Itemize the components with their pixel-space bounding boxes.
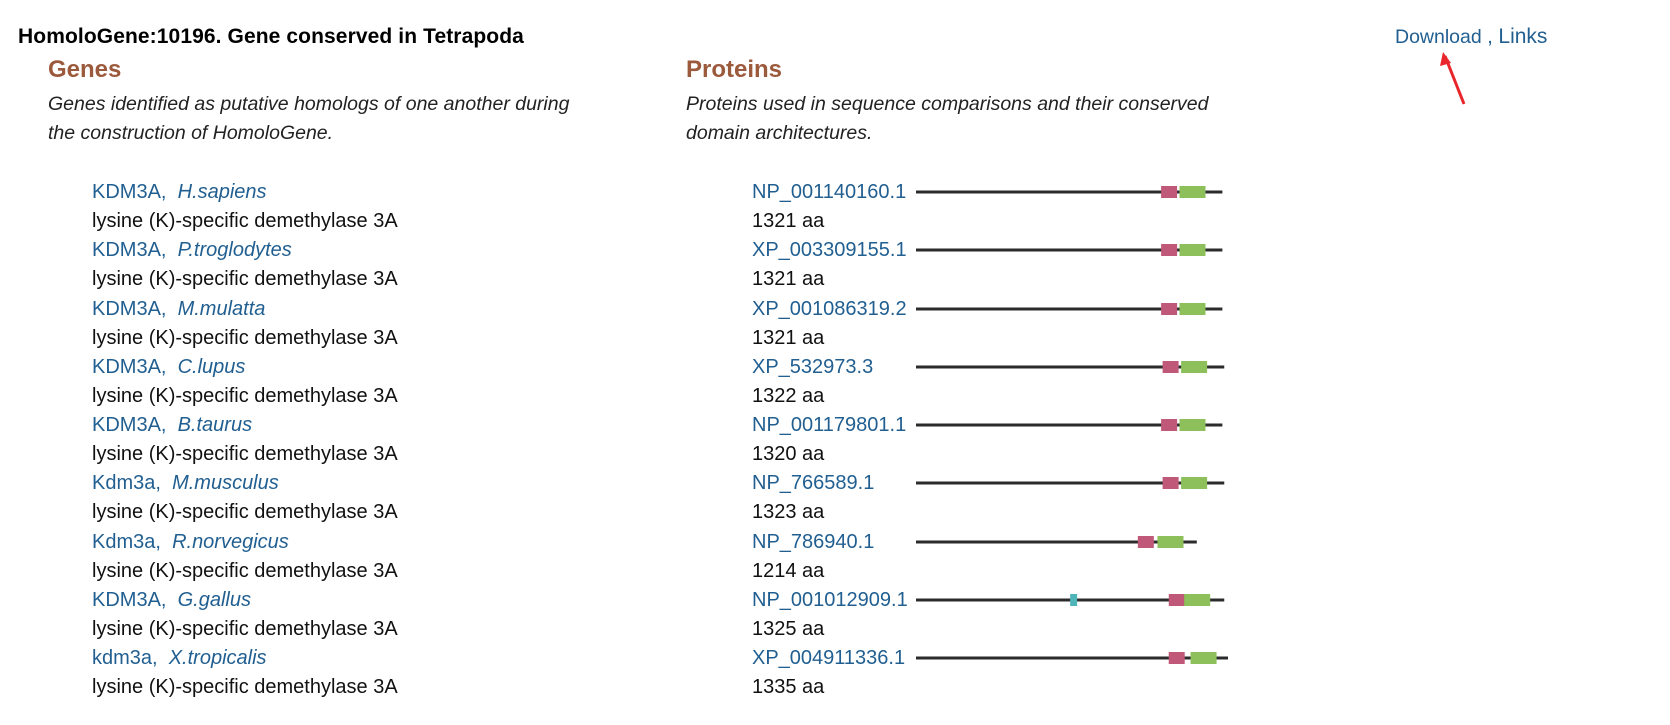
download-link[interactable]: Download [1395,26,1482,48]
protein-entry: XP_004911336.1 1335 aa [752,644,1228,702]
gene-description: lysine (K)-specific demethylase 3A [92,326,398,349]
gene-link[interactable]: kdm3a, X.tropicalis [92,647,267,670]
protein-entry: NP_766589.1 1323 aa [752,469,1225,527]
gene-list: KDM3A, H.sapiens lysine (K)-specific dem… [92,178,398,703]
domain-architecture[interactable] [916,301,1236,317]
protein-length: 1214 aa [752,559,825,582]
protein-list: NP_001140160.1 1321 aa XP_003309155.1 13… [752,178,1228,703]
domain-c [1179,244,1206,257]
link-separator: , [1481,26,1499,48]
gene-entry: Kdm3a, R.norvegicus lysine (K)-specific … [92,528,398,586]
gene-link[interactable]: KDM3A, M.mulatta [92,297,266,320]
domain-c [1179,302,1206,315]
gene-description: lysine (K)-specific demethylase 3A [92,501,398,524]
protein-length: 1323 aa [752,501,825,524]
domain-architecture[interactable] [916,242,1236,258]
domain-architecture[interactable] [916,592,1236,608]
domain-architecture[interactable] [916,475,1236,491]
gene-link[interactable]: KDM3A, P.troglodytes [92,239,292,262]
domain-c [1181,477,1208,490]
gene-description: lysine (K)-specific demethylase 3A [92,268,398,291]
protein-entry: NP_786940.1 1214 aa [752,528,1197,586]
protein-length: 1322 aa [752,384,825,407]
domain-c [1179,186,1206,198]
protein-accession-link[interactable]: XP_532973.3 [752,355,874,378]
domain-b [1162,477,1179,490]
protein-accession-link[interactable]: NP_001179801.1 [752,414,907,437]
gene-entry: KDM3A, P.troglodytes lysine (K)-specific… [92,236,398,294]
domain-architecture[interactable] [916,184,1236,200]
proteins-heading: Proteins [686,56,783,83]
domain-b [1168,652,1185,665]
domain-b [1162,360,1179,373]
protein-length: 1321 aa [752,268,825,291]
domain-b [1161,419,1178,432]
protein-accession-link[interactable]: NP_786940.1 [752,530,875,553]
domain-b [1168,594,1185,607]
protein-entry: NP_001012909.1 1325 aa [752,586,1225,644]
gene-description: lysine (K)-specific demethylase 3A [92,384,398,407]
domain-b [1161,244,1178,257]
protein-accession-link[interactable]: XP_004911336.1 [752,647,906,670]
gene-description: lysine (K)-specific demethylase 3A [92,443,398,466]
domain-b [1161,302,1178,315]
domain-b [1161,186,1178,198]
domain-c [1184,594,1211,607]
gene-entry: Kdm3a, M.musculus lysine (K)-specific de… [92,469,398,527]
gene-entry: KDM3A, H.sapiens lysine (K)-specific dem… [92,178,398,236]
domain-architecture[interactable] [916,650,1236,666]
domain-c [1190,652,1217,665]
gene-link[interactable]: Kdm3a, R.norvegicus [92,530,289,553]
protein-length: 1325 aa [752,618,825,641]
domain-architecture[interactable] [916,534,1236,550]
gene-link[interactable]: KDM3A, C.lupus [92,355,246,378]
protein-entry: XP_001086319.2 1321 aa [752,295,1223,353]
gene-entry: KDM3A, C.lupus lysine (K)-specific demet… [92,353,398,411]
protein-length: 1321 aa [752,210,825,232]
gene-entry: KDM3A, B.taurus lysine (K)-specific deme… [92,411,398,469]
domain-b [1137,535,1154,548]
protein-length: 1321 aa [752,326,825,349]
protein-length: 1320 aa [752,443,825,466]
protein-entry: XP_003309155.1 1321 aa [752,236,1223,294]
protein-entry: NP_001140160.1 1321 aa [752,178,1223,236]
protein-entry: XP_532973.3 1322 aa [752,353,1225,411]
red-arrow-annotation [1440,52,1466,105]
gene-link[interactable]: KDM3A, G.gallus [92,589,251,612]
gene-link[interactable]: Kdm3a, M.musculus [92,472,279,495]
protein-accession-link[interactable]: XP_003309155.1 [752,239,907,262]
gene-description: lysine (K)-specific demethylase 3A [92,559,398,582]
proteins-description: Proteins used in sequence comparisons an… [686,93,1209,144]
domain-c [1179,419,1206,432]
gene-description: lysine (K)-specific demethylase 3A [92,210,398,232]
gene-entry: KDM3A, G.gallus lysine (K)-specific deme… [92,586,398,644]
top-links: Download , Links [1395,25,1547,49]
domain-architecture[interactable] [916,359,1236,375]
page-title: HomoloGene:10196. Gene conserved in Tetr… [18,25,524,48]
domain-a [1070,594,1078,607]
gene-link[interactable]: KDM3A, H.sapiens [92,181,267,203]
links-link[interactable]: Links [1498,25,1548,48]
protein-length: 1335 aa [752,676,825,699]
gene-link[interactable]: KDM3A, B.taurus [92,414,253,437]
protein-entry: NP_001179801.1 1320 aa [752,411,1223,469]
gene-description: lysine (K)-specific demethylase 3A [92,676,398,699]
protein-accession-link[interactable]: XP_001086319.2 [752,297,907,320]
genes-heading: Genes [48,56,122,83]
protein-accession-link[interactable]: NP_001012909.1 [752,589,908,612]
gene-entry: KDM3A, M.mulatta lysine (K)-specific dem… [92,295,398,353]
gene-entry: kdm3a, X.tropicalis lysine (K)-specific … [92,644,398,702]
genes-description: Genes identified as putative homologs of… [48,93,570,144]
protein-accession-link[interactable]: NP_766589.1 [752,472,875,495]
domain-architecture[interactable] [916,417,1236,433]
protein-accession-link[interactable]: NP_001140160.1 [752,181,907,203]
domain-c [1157,535,1184,548]
gene-description: lysine (K)-specific demethylase 3A [92,618,398,641]
domain-c [1181,360,1208,373]
